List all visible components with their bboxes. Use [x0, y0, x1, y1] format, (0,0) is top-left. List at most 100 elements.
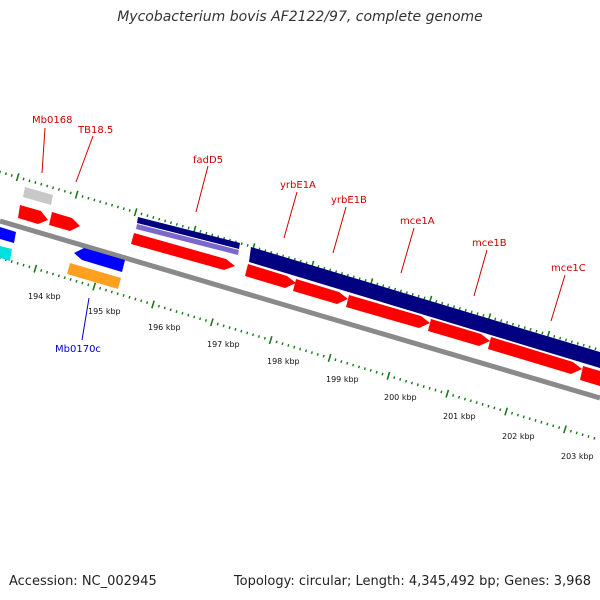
lower-minor-tick — [146, 301, 149, 305]
upper-minor-tick — [69, 191, 72, 195]
gene-label-Mb0170c[interactable]: Mb0170c — [55, 344, 101, 355]
upper-minor-tick — [447, 303, 450, 307]
upper-minor-tick — [164, 219, 167, 223]
lower-minor-tick — [193, 315, 196, 319]
cds-Mb0170c[interactable] — [74, 248, 125, 272]
lower-minor-tick — [175, 310, 178, 314]
lower-minor-tick — [481, 402, 484, 406]
leader-mce1A — [400, 227, 415, 274]
gene-label-TB18.5[interactable]: TB18.5 — [77, 125, 113, 136]
gene-label-yrbE1A[interactable]: yrbE1A — [280, 180, 316, 191]
scale-label-196kbp: 196 kbp — [148, 323, 181, 332]
lower-minor-tick — [440, 390, 443, 394]
lower-minor-tick — [357, 365, 361, 369]
cds-left-reverse[interactable] — [0, 227, 16, 243]
leader-yrbE1B — [332, 206, 347, 254]
cds-yrbE1A[interactable] — [245, 264, 296, 288]
upper-minor-tick — [110, 203, 114, 207]
lower-minor-tick — [581, 433, 584, 437]
upper-minor-tick — [340, 272, 344, 275]
upper-minor-tick — [128, 209, 131, 212]
upper-minor-tick — [476, 312, 479, 316]
gene-label-fadD5[interactable]: fadD5 — [193, 155, 223, 166]
map-title: Mycobacterium bovis AF2122/97, complete … — [117, 9, 483, 25]
upper-minor-tick — [158, 217, 161, 221]
lower-minor-tick — [69, 277, 72, 281]
lower-minor-tick — [122, 294, 125, 297]
lower-minor-tick — [381, 372, 384, 376]
lower-minor-tick — [393, 376, 396, 380]
lower-minor-tick — [528, 417, 531, 421]
lower-minor-tick — [51, 272, 55, 276]
upper-minor-tick — [199, 230, 202, 233]
upper-major-tick — [74, 190, 79, 199]
upper-minor-tick — [464, 308, 467, 312]
lower-minor-tick — [552, 424, 555, 428]
blast-hit-fadD5[interactable] — [137, 217, 240, 249]
lower-minor-tick — [510, 411, 514, 415]
upper-minor-tick — [570, 340, 573, 344]
lower-minor-tick — [281, 342, 284, 346]
upper-minor-tick — [140, 212, 143, 216]
lower-minor-tick — [558, 426, 561, 430]
lower-minor-tick — [516, 413, 519, 417]
gene-label-Mb0168[interactable]: Mb0168 — [32, 115, 72, 126]
blast-hit-fadD5-light[interactable] — [136, 224, 239, 255]
lower-minor-tick — [204, 319, 208, 322]
lower-minor-tick — [40, 269, 43, 272]
cds-mce1C[interactable] — [488, 337, 582, 374]
gene-label-mce1C[interactable]: mce1C — [551, 263, 586, 274]
upper-minor-tick — [541, 331, 544, 335]
cds-mce1B[interactable] — [428, 319, 490, 346]
lower-minor-tick — [534, 419, 537, 422]
cds-mce1A[interactable] — [346, 295, 430, 328]
lower-minor-tick — [57, 274, 60, 278]
upper-minor-tick — [34, 181, 37, 184]
lower-minor-tick — [75, 279, 78, 283]
upper-minor-tick — [116, 205, 119, 209]
lower-minor-tick — [263, 336, 266, 340]
cds-yrbE1B[interactable] — [293, 279, 348, 304]
feature-cyan[interactable] — [0, 246, 12, 261]
upper-minor-tick — [494, 317, 497, 321]
lower-minor-tick — [499, 408, 502, 412]
upper-minor-tick — [388, 285, 391, 289]
lower-minor-tick — [575, 431, 578, 435]
cds-Mb0168[interactable] — [18, 205, 48, 224]
lower-minor-tick — [63, 276, 66, 280]
lower-minor-tick — [246, 331, 249, 335]
scale-label-203kbp: 203 kbp — [561, 452, 594, 461]
leader-Mb0170c — [81, 297, 90, 341]
gene-label-mce1B[interactable]: mce1B — [472, 238, 507, 249]
upper-minor-tick — [506, 320, 509, 324]
lower-minor-tick — [340, 360, 343, 363]
lower-minor-tick — [199, 317, 202, 321]
lower-minor-tick — [587, 435, 590, 438]
lower-minor-tick — [304, 349, 308, 353]
upper-minor-tick — [458, 306, 461, 310]
cds-next[interactable] — [580, 366, 600, 386]
lower-minor-tick — [116, 292, 119, 296]
upper-minor-tick — [452, 305, 456, 309]
upper-minor-tick — [352, 275, 355, 279]
lower-minor-tick — [405, 379, 408, 383]
gene-label-mce1A[interactable]: mce1A — [400, 216, 435, 227]
cds-fadD5[interactable] — [131, 233, 235, 270]
feature-orange[interactable] — [67, 263, 121, 289]
upper-minor-tick — [564, 338, 568, 342]
scale-label-199kbp: 199 kbp — [326, 375, 359, 384]
lower-major-tick — [151, 300, 155, 309]
gene-label-yrbE1B[interactable]: yrbE1B — [331, 195, 367, 206]
leader-fadD5 — [195, 165, 209, 213]
feature-grey[interactable] — [23, 187, 53, 205]
lower-minor-tick — [299, 347, 302, 351]
blast-hit-yrbE-mce[interactable] — [249, 247, 600, 368]
leader-Mb0168 — [41, 127, 46, 174]
lower-minor-tick — [334, 358, 337, 362]
cds-TB18.5[interactable] — [49, 212, 80, 231]
upper-minor-tick — [435, 299, 438, 303]
lower-minor-tick — [469, 399, 472, 403]
lower-minor-tick — [463, 397, 466, 401]
genome-backbone — [0, 218, 600, 401]
